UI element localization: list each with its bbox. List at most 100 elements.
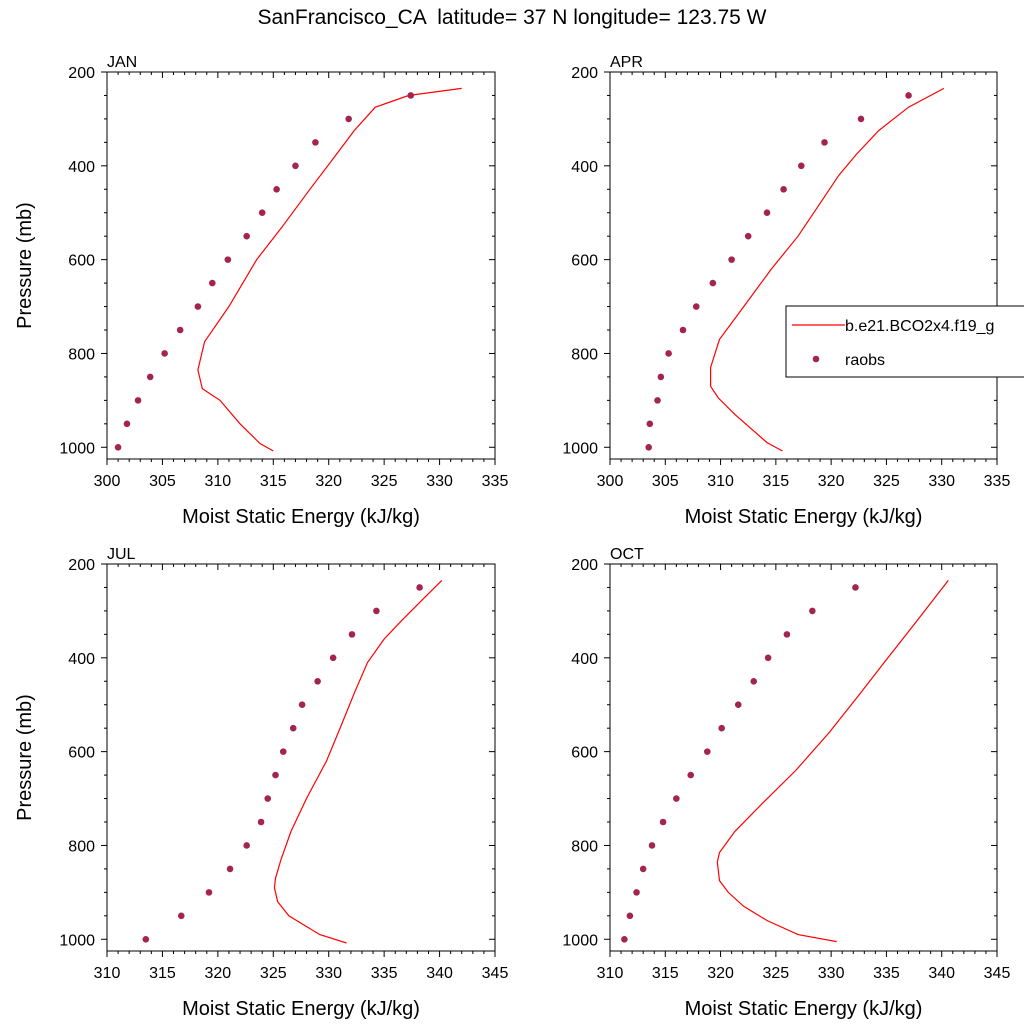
x-tick-label: 335 <box>371 965 398 982</box>
panel-title: JAN <box>107 54 137 71</box>
y-tick-label: 1000 <box>562 932 598 949</box>
x-tick-label: 325 <box>873 473 900 490</box>
x-tick-label: 315 <box>149 965 176 982</box>
raobs-point <box>718 724 725 732</box>
y-tick-label: 600 <box>571 253 598 270</box>
y-tick-label: 400 <box>571 159 598 176</box>
raobs-point <box>692 303 700 310</box>
raobs-point <box>764 654 772 662</box>
x-tick-label: 335 <box>984 473 1011 490</box>
raobs-point <box>194 303 202 310</box>
raobs-point <box>734 701 742 709</box>
raobs-point <box>657 373 665 381</box>
x-tick-label: 320 <box>315 473 342 490</box>
model-profile-line <box>709 87 945 452</box>
x-tick-label: 300 <box>597 473 624 490</box>
y-tick-label: 800 <box>68 346 95 363</box>
legend-obs-label: raobs <box>845 352 885 369</box>
chart-panel-jan: JAN 300 305 310 315 320 325 330 335 200 400 600 800 1… <box>14 54 508 528</box>
chart-panel-apr: APR 300 305 310 315 320 325 330 335 200 400 600 800 1… <box>562 54 1010 528</box>
raobs-point <box>345 115 352 123</box>
raobs-point <box>279 748 287 755</box>
x-tick-label: 330 <box>426 473 453 490</box>
raobs-point <box>289 724 297 732</box>
chart-panel-oct: OCT 310 315 320 325 330 335 340 345 200 400 600 800 1… <box>562 546 1010 1020</box>
raobs-point <box>659 818 667 826</box>
raobs-point <box>209 279 216 287</box>
y-tick-label: 400 <box>68 159 95 176</box>
x-axis-label: Moist Static Energy (kJ/kg) <box>182 998 420 1020</box>
raobs-point <box>750 677 758 685</box>
y-tick-label: 200 <box>571 65 598 82</box>
plot-frame <box>106 71 496 460</box>
y-tick-label: 800 <box>68 838 95 855</box>
y-tick-label: 1000 <box>59 440 95 457</box>
raobs-point <box>797 162 805 170</box>
x-tick-label: 315 <box>260 473 287 490</box>
raobs-point <box>142 935 150 943</box>
raobs-point <box>654 397 661 404</box>
y-tick-label: 600 <box>68 253 95 270</box>
raobs-point <box>763 209 771 217</box>
x-tick-label: 330 <box>315 965 342 982</box>
plot-frame <box>609 563 998 952</box>
chart-panel-jul: JUL 310 315 320 325 330 335 340 345 200 400 600 800 1… <box>14 546 508 1020</box>
x-tick-label: 345 <box>984 965 1011 982</box>
x-tick-label: 345 <box>482 965 509 982</box>
raobs-point <box>224 256 232 263</box>
x-tick-label: 320 <box>205 965 232 982</box>
raobs-point <box>709 279 717 287</box>
x-tick-label: 300 <box>94 473 121 490</box>
x-tick-label: 315 <box>652 965 679 982</box>
y-tick-label: 200 <box>571 557 598 574</box>
raobs-point <box>852 584 859 591</box>
raobs-point <box>728 256 735 263</box>
raobs-point <box>226 865 234 873</box>
y-tick-label: 1000 <box>59 932 95 949</box>
y-tick-label: 200 <box>68 65 95 82</box>
x-tick-label: 335 <box>482 473 509 490</box>
raobs-point <box>780 185 787 193</box>
model-profile-line <box>273 579 443 944</box>
raobs-point <box>704 748 711 755</box>
raobs-point <box>205 889 213 896</box>
raobs-point <box>679 326 687 334</box>
raobs-point <box>821 139 828 146</box>
raobs-point <box>646 420 654 428</box>
raobs-point <box>348 631 356 638</box>
x-tick-label: 310 <box>205 473 232 490</box>
panels-layer: JAN 300 305 310 315 320 325 330 335 200 400 600 800 1… <box>14 54 1010 1020</box>
y-tick-label: 1000 <box>562 440 598 457</box>
raobs-point <box>114 443 122 451</box>
raobs-point <box>123 420 131 428</box>
raobs-point <box>272 771 279 779</box>
x-tick-label: 305 <box>149 473 176 490</box>
y-axis-label: Pressure (mb) <box>14 694 36 821</box>
raobs-point <box>177 912 185 920</box>
figure-title: SanFrancisco_CA latitude= 37 N longitude… <box>257 6 767 29</box>
raobs-point <box>665 350 672 357</box>
y-tick-label: 600 <box>68 745 95 762</box>
y-tick-label: 600 <box>571 745 598 762</box>
x-tick-label: 340 <box>928 965 955 982</box>
raobs-point <box>298 701 306 709</box>
y-tick-label: 400 <box>571 651 598 668</box>
raobs-point <box>373 607 380 615</box>
raobs-point <box>134 397 142 404</box>
panel-title: APR <box>610 54 643 71</box>
x-tick-label: 325 <box>260 965 287 982</box>
raobs-point <box>146 373 154 381</box>
raobs-point <box>314 677 321 685</box>
y-tick-label: 400 <box>68 651 95 668</box>
raobs-point <box>905 92 912 99</box>
raobs-point <box>809 607 816 615</box>
raobs-point <box>621 935 628 943</box>
raobs-point <box>329 654 337 662</box>
raobs-point <box>273 185 280 193</box>
y-tick-label: 800 <box>571 346 598 363</box>
model-profile-line <box>716 580 949 943</box>
x-tick-label: 330 <box>928 473 955 490</box>
legend-model-label: b.e21.BCO2x4.f19_g <box>845 318 994 335</box>
raobs-point <box>645 443 652 451</box>
